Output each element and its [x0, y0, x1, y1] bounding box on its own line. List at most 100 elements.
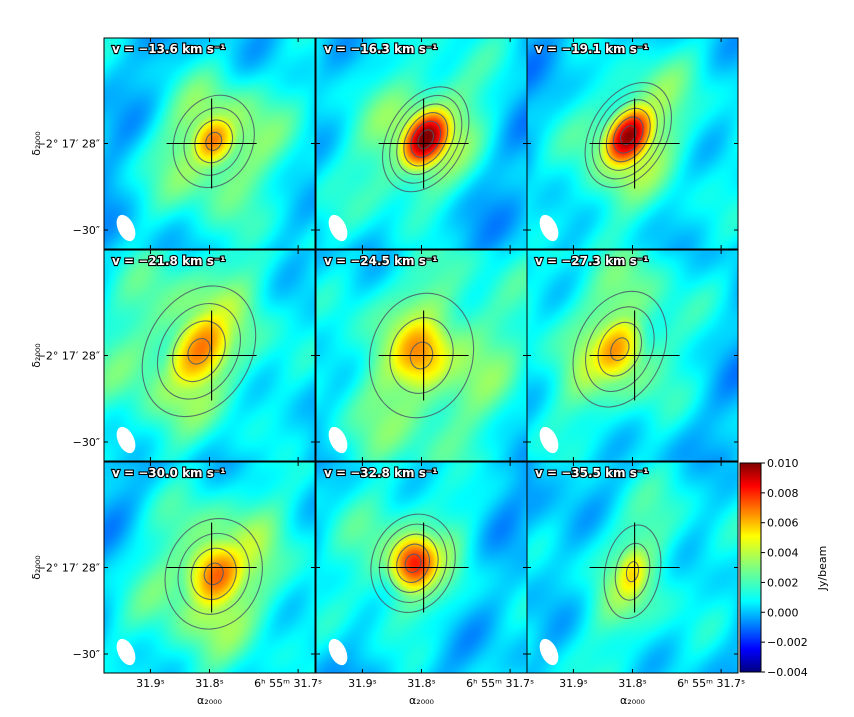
contour-group: [172, 94, 255, 189]
x-axis-label: α₂₀₀₀: [197, 694, 222, 707]
colorbar-gradient: [739, 462, 762, 673]
velocity-label: v = −30.0 km s⁻¹: [112, 466, 225, 480]
channel-panel: v = −19.1 km s⁻¹: [526, 37, 739, 250]
y-tick-label: −30″: [73, 648, 100, 661]
contour: [584, 82, 673, 189]
channel-panel: v = −13.6 km s⁻¹: [103, 37, 316, 250]
velocity-label: v = −24.5 km s⁻¹: [324, 254, 437, 268]
contour-group: [164, 517, 263, 630]
x-tick-label: 31.8ˢ: [618, 677, 647, 690]
velocity-label: v = −27.3 km s⁻¹: [535, 254, 648, 268]
contour: [591, 90, 665, 180]
beam-ellipse: [539, 638, 559, 666]
y-axis-label: δ₂₀₀₀: [30, 555, 43, 580]
y-tick-label: −30″: [73, 224, 100, 237]
contour: [598, 99, 658, 171]
velocity-label: v = −21.8 km s⁻¹: [112, 254, 225, 268]
channel-panel: v = −35.5 km s⁻¹: [526, 461, 739, 674]
contour: [396, 543, 431, 583]
contour: [614, 542, 651, 601]
colorbar-tick-label: −0.002: [767, 636, 808, 649]
y-tick-label: −2° 17′ 28″: [37, 138, 100, 151]
contour: [404, 553, 422, 573]
contour: [610, 337, 630, 362]
contour: [409, 341, 434, 370]
contour: [141, 285, 257, 418]
contour: [172, 320, 226, 383]
velocity-label: v = −13.6 km s⁻¹: [112, 42, 225, 56]
beam-ellipse: [328, 426, 348, 454]
y-axis-label: δ₂₀₀₀: [30, 131, 43, 156]
channel-panel: v = −30.0 km s⁻¹: [103, 461, 316, 674]
y-axis-label: δ₂₀₀₀: [30, 343, 43, 368]
contour: [585, 306, 655, 393]
velocity-label: v = −19.1 km s⁻¹: [535, 42, 648, 56]
contour: [203, 562, 224, 586]
contour-group: [381, 86, 470, 193]
contour: [368, 292, 475, 419]
contour: [370, 513, 456, 613]
contour: [183, 107, 244, 176]
colorbar-tick-label: 0.004: [767, 547, 799, 560]
x-tick-label: 31.8ˢ: [407, 677, 436, 690]
colorbar: 0.010 0.008 0.006 0.004 0.002 0.000 −0.002 −0.0…: [739, 457, 829, 679]
channel-panel: v = −21.8 km s⁻¹: [103, 249, 316, 462]
contour: [572, 290, 668, 408]
y-tick-label: −2° 17′ 28″: [37, 562, 100, 575]
contour: [597, 321, 643, 377]
channel-panel: v = −32.8 km s⁻¹: [315, 461, 528, 674]
contour: [603, 524, 662, 620]
contour: [389, 317, 454, 394]
velocity-label: v = −32.8 km s⁻¹: [324, 466, 437, 480]
contour: [190, 547, 237, 601]
contour: [156, 302, 242, 400]
y-tick-label: −30″: [73, 436, 100, 449]
y-tick-label: −2° 17′ 28″: [37, 350, 100, 363]
contour: [194, 119, 234, 164]
contour: [605, 107, 651, 163]
contour: [187, 337, 211, 365]
contour-group: [368, 292, 475, 419]
colorbar-label: Jy/beam: [816, 546, 829, 592]
beam-ellipse: [116, 638, 136, 666]
contour: [396, 103, 456, 176]
contour: [205, 131, 223, 151]
beam-ellipse: [539, 426, 559, 454]
colorbar-tick-label: 0.006: [767, 517, 799, 530]
beam-ellipse: [328, 214, 348, 242]
x-tick-label: 6ʰ 55ᵐ 31.7ˢ: [466, 677, 534, 690]
velocity-label: v = −35.5 km s⁻¹: [535, 466, 648, 480]
velocity-label: v = −16.3 km s⁻¹: [324, 42, 437, 56]
contour: [389, 94, 463, 184]
x-tick-label: 31.9ˢ: [136, 677, 165, 690]
x-axis-label: α₂₀₀₀: [409, 694, 434, 707]
x-axis-label: α₂₀₀₀: [620, 694, 645, 707]
x-tick-label: 31.9ˢ: [348, 677, 377, 690]
contour: [417, 129, 435, 150]
colorbar-tick-label: 0.002: [767, 576, 799, 589]
contour-group: [603, 524, 662, 620]
contour: [164, 517, 263, 630]
contour-group: [572, 290, 668, 408]
x-tick-label: 31.8ˢ: [195, 677, 224, 690]
contour: [410, 120, 442, 158]
colorbar-tick-label: −0.004: [767, 666, 808, 679]
contour: [403, 112, 449, 167]
beam-ellipse: [116, 214, 136, 242]
x-tick-label: 6ʰ 55ᵐ 31.7ˢ: [254, 677, 322, 690]
contour-group: [141, 285, 257, 418]
colorbar-tick-label: 0.008: [767, 487, 799, 500]
contour: [172, 94, 255, 189]
beam-ellipse: [539, 214, 559, 242]
beam-ellipse: [116, 426, 136, 454]
contour: [177, 532, 250, 615]
x-tick-label: 31.9ˢ: [559, 677, 588, 690]
contour: [612, 116, 644, 154]
colorbar-tick-label: 0.010: [767, 457, 799, 470]
colorbar-tick-label: 0.000: [767, 606, 799, 619]
x-tick-label: 6ʰ 55ᵐ 31.7ˢ: [677, 677, 745, 690]
channel-panel: v = −16.3 km s⁻¹: [315, 37, 528, 250]
beam-ellipse: [328, 638, 348, 666]
channel-panel: v = −24.5 km s⁻¹: [315, 249, 528, 462]
